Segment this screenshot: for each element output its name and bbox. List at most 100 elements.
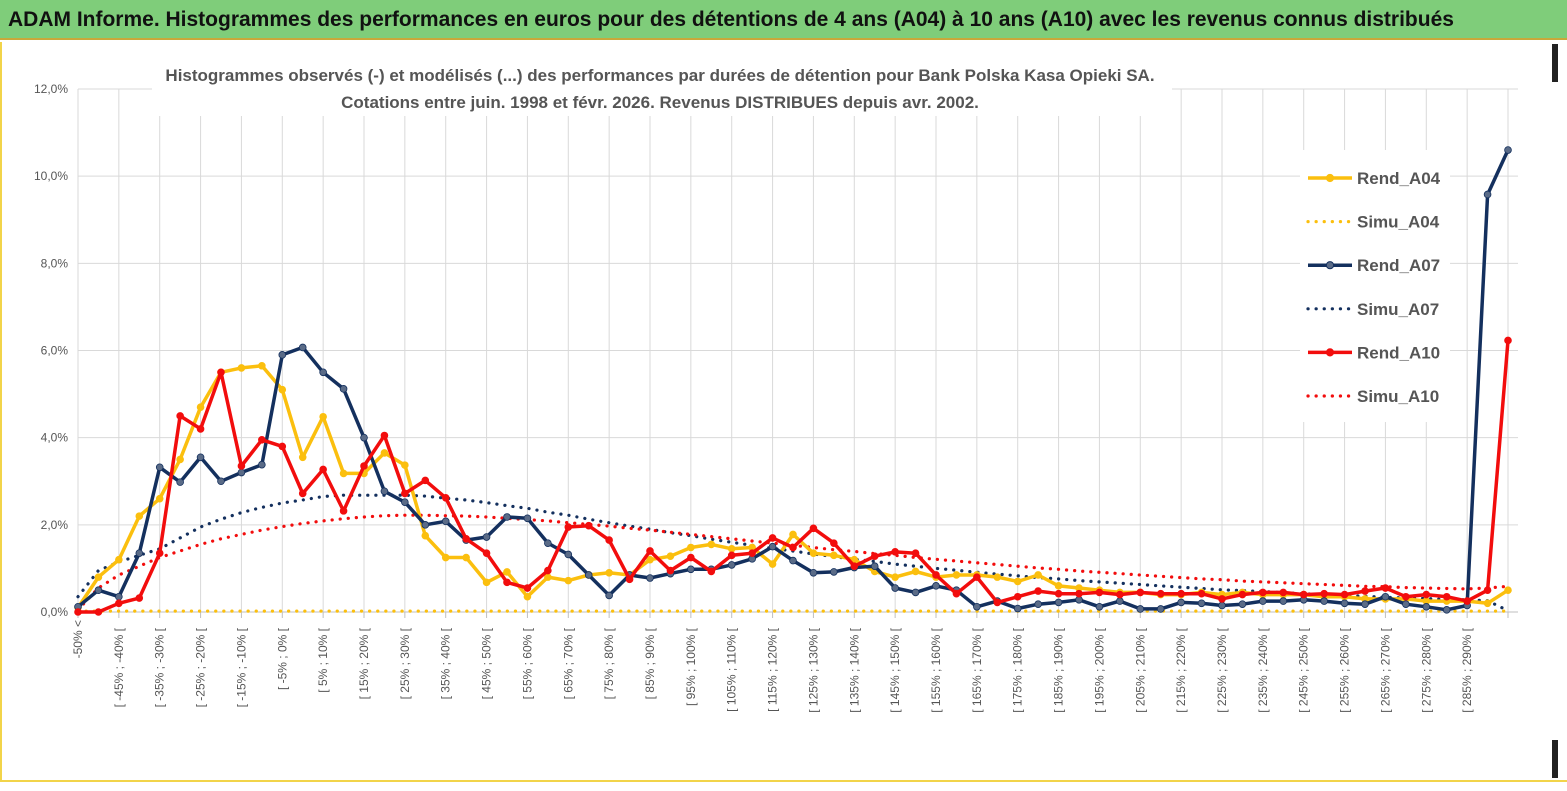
x-tick-label: [ 275% ; 280% [ [1419, 627, 1433, 712]
x-tick-label: [ 75% ; 80% [ [602, 627, 616, 699]
x-tick-label: [ 245% ; 250% [ [1297, 627, 1311, 712]
x-tick-label: [ 185% ; 190% [ [1052, 627, 1066, 712]
data-point [911, 588, 920, 597]
legend-label: Simu_A07 [1357, 300, 1439, 319]
data-point [441, 553, 450, 562]
data-point [1238, 600, 1247, 608]
legend-background [1300, 150, 1450, 422]
x-tick-label: [ 205% ; 210% [ [1133, 627, 1147, 712]
data-point [74, 608, 82, 616]
x-tick-label: [ 225% ; 230% [ [1215, 627, 1229, 712]
x-tick-label: [ 25% ; 30% [ [398, 627, 412, 699]
data-point [707, 540, 716, 549]
data-point [319, 465, 327, 474]
data-point [1075, 589, 1083, 598]
chart-title: Histogrammes observés (-) et modélisés (… [152, 56, 1172, 116]
x-tick-label: [ -5% ; 0% [ [275, 627, 289, 690]
data-point [503, 513, 511, 521]
data-point [789, 556, 797, 565]
data-point [1504, 146, 1512, 154]
frame-bottom-border [0, 780, 1567, 782]
data-point [768, 534, 777, 542]
x-tick-label: [ 5% ; 10% [ [316, 627, 330, 692]
data-point [115, 555, 123, 564]
data-point [1177, 598, 1185, 607]
data-point [544, 539, 552, 547]
data-point [155, 549, 164, 557]
data-point [319, 412, 327, 421]
data-point [380, 431, 389, 440]
data-point [1013, 604, 1022, 613]
y-tick-label: 0,0% [41, 605, 69, 619]
data-point [258, 361, 266, 370]
data-point [135, 512, 144, 520]
legend-marker [1325, 173, 1335, 183]
data-point [768, 542, 777, 551]
data-point [237, 468, 246, 477]
data-point [932, 571, 940, 579]
data-point [1095, 602, 1104, 611]
data-point [1116, 597, 1124, 605]
data-point [155, 494, 164, 503]
data-point [605, 591, 613, 600]
data-point [646, 555, 654, 564]
data-point [687, 543, 695, 552]
data-point [687, 565, 695, 574]
data-point [1054, 589, 1063, 598]
data-point [666, 552, 675, 561]
series-line-Rend_A10 [78, 340, 1510, 614]
data-point [196, 453, 205, 462]
data-point [1442, 592, 1451, 601]
data-point [339, 469, 348, 478]
data-point [605, 536, 613, 544]
data-point [1054, 582, 1063, 590]
data-point [523, 592, 532, 601]
data-point [196, 403, 205, 411]
data-point [176, 478, 184, 486]
x-axis-labels: -50% < [ -45% ; -40% [[ -35% ; -30% [[ -2… [71, 620, 1474, 713]
chart-title-line-1: Histogrammes observés (-) et modélisés (… [165, 66, 1154, 85]
data-point [380, 449, 389, 457]
data-point [911, 567, 920, 576]
legend-label: Simu_A04 [1357, 213, 1440, 232]
x-tick-label: [ 85% ; 90% [ [643, 627, 657, 699]
data-point [1218, 595, 1226, 603]
x-tick-label: [ 255% ; 260% [ [1338, 627, 1352, 712]
data-point [1034, 571, 1042, 579]
y-tick-label: 6,0% [41, 344, 69, 358]
data-point [1136, 605, 1145, 613]
legend-label: Simu_A10 [1357, 387, 1439, 406]
x-tick-label: [ 45% ; 50% [ [480, 627, 494, 699]
data-point [94, 608, 103, 616]
data-point [217, 477, 225, 486]
y-tick-label: 12,0% [34, 82, 68, 96]
data-point [298, 489, 307, 498]
data-point [482, 533, 491, 541]
data-point [176, 412, 184, 420]
data-point [1483, 599, 1492, 608]
x-tick-label: [ -35% ; -30% [ [153, 627, 167, 707]
data-point [1463, 597, 1471, 605]
data-point [911, 549, 920, 557]
data-point [441, 517, 450, 526]
data-point [584, 521, 593, 530]
data-point [196, 425, 205, 433]
data-point [1238, 590, 1247, 599]
series-Rend_A10 [74, 336, 1512, 616]
data-point [1177, 589, 1185, 598]
data-point [135, 594, 144, 602]
data-point [973, 602, 981, 611]
chart-title-background [152, 56, 1172, 116]
data-point [1381, 592, 1390, 601]
x-tick-label: [ 55% ; 60% [ [520, 627, 534, 699]
data-point [237, 364, 246, 372]
data-point [421, 521, 430, 529]
data-point [380, 487, 389, 496]
data-point [707, 567, 716, 576]
data-point [1034, 600, 1042, 608]
data-point [870, 562, 879, 571]
data-point [298, 343, 307, 352]
x-tick-label: [ 95% ; 100% [ [684, 627, 698, 706]
data-point [421, 476, 430, 485]
x-tick-label: [ 265% ; 270% [ [1378, 627, 1392, 712]
